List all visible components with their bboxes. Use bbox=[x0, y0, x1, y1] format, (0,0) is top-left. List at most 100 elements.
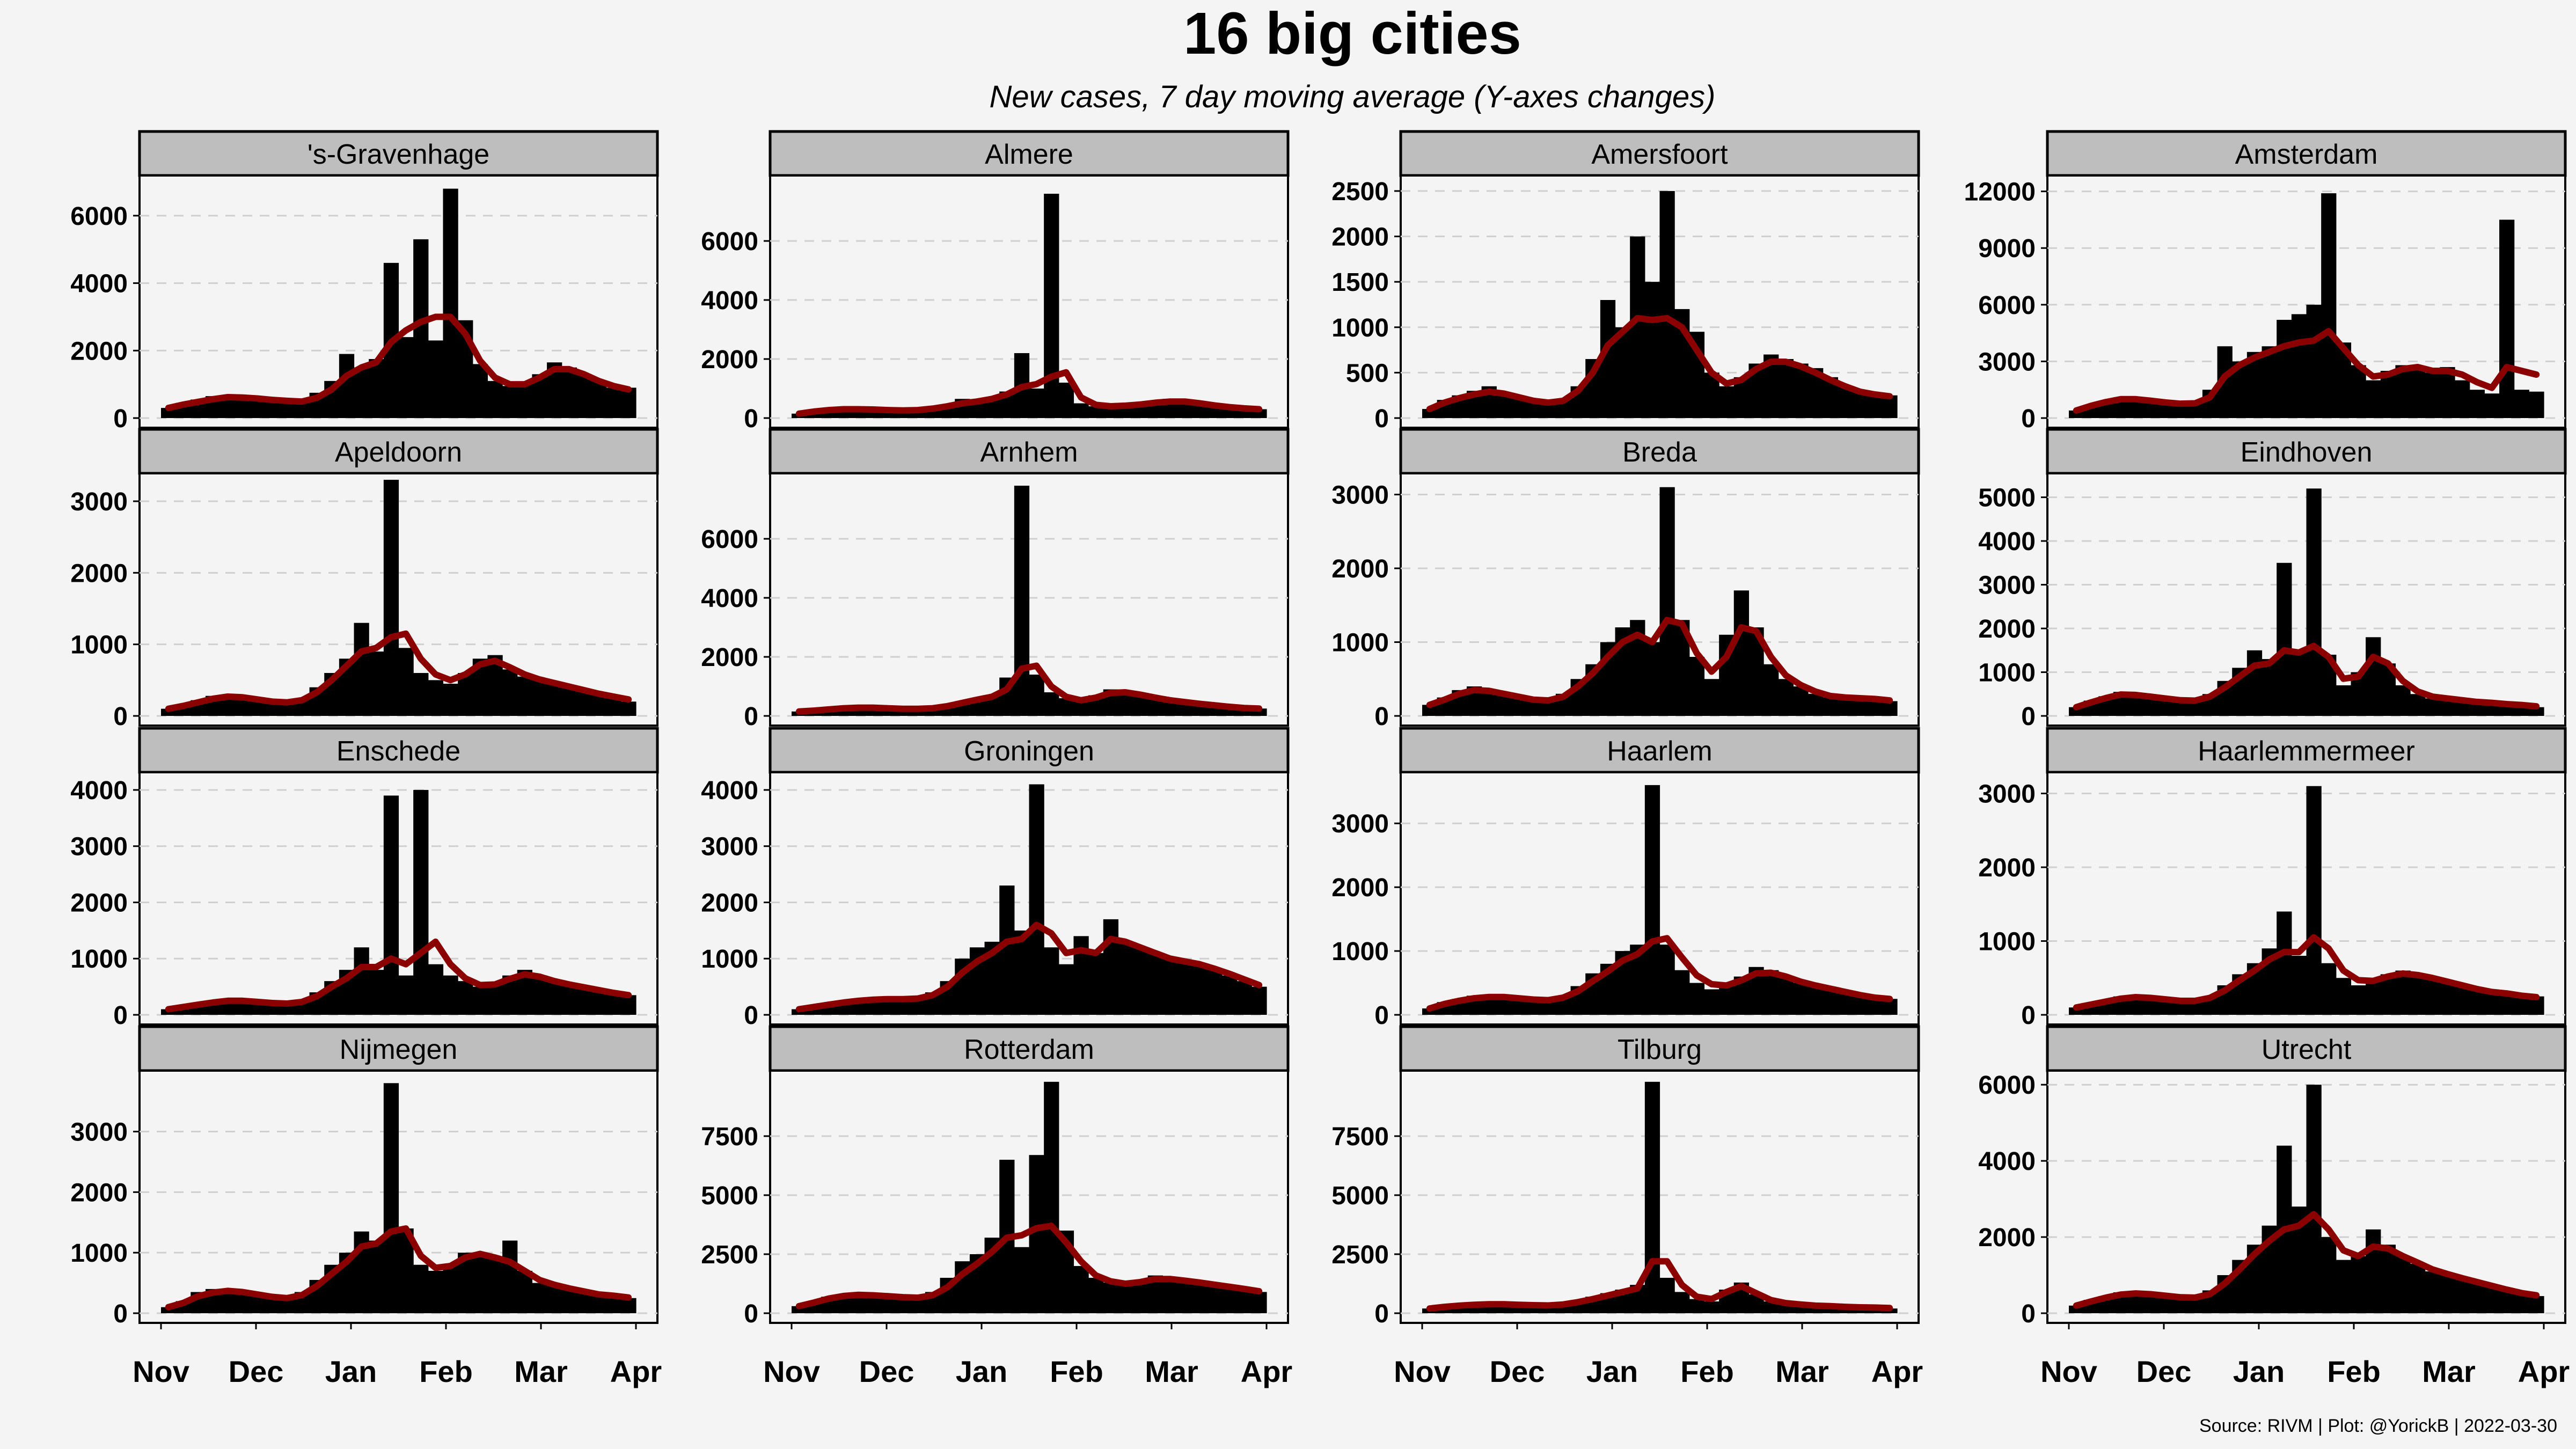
bar bbox=[2321, 963, 2337, 1015]
bar bbox=[2291, 650, 2307, 716]
moving-average-line bbox=[1426, 935, 1893, 1012]
x-tick-label: Jan bbox=[2233, 1355, 2285, 1388]
y-tick-label: 0 bbox=[2021, 405, 2036, 433]
bar bbox=[547, 1286, 562, 1313]
bar bbox=[1704, 1301, 1719, 1313]
bar bbox=[265, 1298, 280, 1313]
y-tick-label: 4000 bbox=[1978, 1147, 2036, 1176]
bar bbox=[1192, 1282, 1208, 1313]
x-tick-label: Nov bbox=[133, 1355, 189, 1388]
y-tick-label: 5000 bbox=[1331, 1182, 1389, 1210]
bar bbox=[161, 408, 177, 418]
bar bbox=[1808, 986, 1824, 1015]
panel-haarlemmermeer: Haarlemmermeer 0 1000 2000 3000 bbox=[1978, 727, 2567, 1030]
bar bbox=[1659, 1278, 1675, 1313]
bar bbox=[383, 1083, 399, 1313]
bar bbox=[354, 623, 369, 716]
y-tick-label: 2000 bbox=[1331, 874, 1389, 902]
bar bbox=[1630, 236, 1645, 418]
panel-title: Eindhoven bbox=[2241, 437, 2373, 468]
figure-caption: Source: RIVM | Plot: @YorickB | 2022-03-… bbox=[2199, 1416, 2557, 1436]
bar bbox=[250, 1002, 266, 1015]
panel-strip bbox=[769, 130, 1290, 177]
bar bbox=[1058, 964, 1074, 1015]
bar bbox=[1162, 1278, 1178, 1313]
y-tick-label: 0 bbox=[113, 405, 128, 433]
bar bbox=[502, 669, 518, 716]
bar bbox=[1029, 784, 1044, 1015]
panel-title: Haarlem bbox=[1607, 736, 1713, 767]
bar bbox=[2262, 346, 2277, 418]
bar bbox=[472, 364, 488, 418]
y-tick-label: 7500 bbox=[701, 1123, 758, 1151]
bar bbox=[354, 947, 369, 1015]
panel-almere: Almere 0 2000 4000 6000 bbox=[701, 130, 1290, 433]
bar bbox=[428, 340, 444, 418]
bar bbox=[383, 480, 399, 716]
bar bbox=[1044, 194, 1059, 418]
bar bbox=[1192, 964, 1208, 1015]
bar bbox=[1133, 947, 1148, 1015]
y-tick-label: 4000 bbox=[701, 777, 758, 805]
bar bbox=[2455, 985, 2470, 1015]
bar bbox=[428, 964, 444, 1015]
y-tick-label: 3000 bbox=[1331, 481, 1389, 510]
figure-title: 16 big cities bbox=[1183, 1, 1521, 67]
bar bbox=[1644, 282, 1660, 418]
y-tick-label: 1000 bbox=[70, 945, 128, 974]
panel-title: Rotterdam bbox=[964, 1034, 1094, 1065]
bar bbox=[250, 399, 266, 418]
y-tick-label: 2500 bbox=[1331, 178, 1389, 206]
y-tick-label: 2000 bbox=[1978, 854, 2036, 882]
bar bbox=[1236, 981, 1252, 1015]
bar bbox=[1526, 1000, 1541, 1015]
bar bbox=[517, 1271, 533, 1313]
y-tick-label: 0 bbox=[113, 1001, 128, 1030]
x-tick-label: Dec bbox=[859, 1355, 914, 1388]
bar bbox=[265, 703, 280, 716]
bar bbox=[517, 676, 533, 716]
bar bbox=[2455, 380, 2470, 418]
panel-utrecht: Utrecht 0 2000 4000 6000 Nov Dec Jan Feb Mar Apr bbox=[1978, 1025, 2570, 1388]
x-tick-label: Jan bbox=[1586, 1355, 1638, 1388]
moving-average-line bbox=[795, 1223, 1263, 1309]
bar bbox=[2484, 1286, 2500, 1313]
bar bbox=[235, 398, 251, 418]
x-tick-label: Jan bbox=[325, 1355, 377, 1388]
bar bbox=[428, 1271, 444, 1313]
bar bbox=[1674, 1292, 1690, 1313]
bar bbox=[2277, 911, 2292, 1015]
bar bbox=[2395, 1256, 2411, 1313]
y-tick-label: 1000 bbox=[1331, 314, 1389, 342]
panel-groningen: Groningen 0 1000 2000 3000 4000 bbox=[701, 727, 1290, 1030]
bar bbox=[1793, 686, 1809, 716]
bar bbox=[2306, 786, 2322, 1015]
bar bbox=[1044, 1081, 1059, 1313]
bar bbox=[1029, 675, 1044, 716]
y-tick-label: 2000 bbox=[1331, 223, 1389, 252]
panel-strip bbox=[769, 1025, 1290, 1072]
panel-tilburg: Tilburg 0 2500 5000 7500 Nov Dec Jan Feb Mar Apr bbox=[1331, 1025, 1923, 1388]
bar bbox=[2366, 1229, 2381, 1313]
y-tick-label: 3000 bbox=[70, 833, 128, 861]
y-tick-label: 3000 bbox=[701, 833, 758, 861]
bar bbox=[1014, 486, 1030, 716]
y-tick-label: 6000 bbox=[701, 525, 758, 554]
panel-strip bbox=[1399, 428, 1920, 475]
bar bbox=[1867, 999, 1883, 1015]
bar bbox=[443, 188, 458, 418]
y-tick-label: 1000 bbox=[1331, 629, 1389, 657]
bar bbox=[2172, 405, 2188, 418]
x-tick-label: Mar bbox=[1775, 1355, 1829, 1388]
bar bbox=[2277, 319, 2292, 418]
x-tick-label: Dec bbox=[1490, 1355, 1545, 1388]
y-tick-label: 3000 bbox=[70, 1118, 128, 1147]
bar bbox=[1778, 679, 1794, 716]
y-tick-label: 9000 bbox=[1978, 235, 2036, 263]
bar bbox=[1029, 389, 1044, 418]
moving-average-line bbox=[165, 1225, 632, 1311]
x-tick-label: Feb bbox=[1050, 1355, 1103, 1388]
bar bbox=[1838, 1307, 1853, 1313]
bar bbox=[1118, 1285, 1133, 1313]
bar bbox=[2484, 992, 2500, 1015]
